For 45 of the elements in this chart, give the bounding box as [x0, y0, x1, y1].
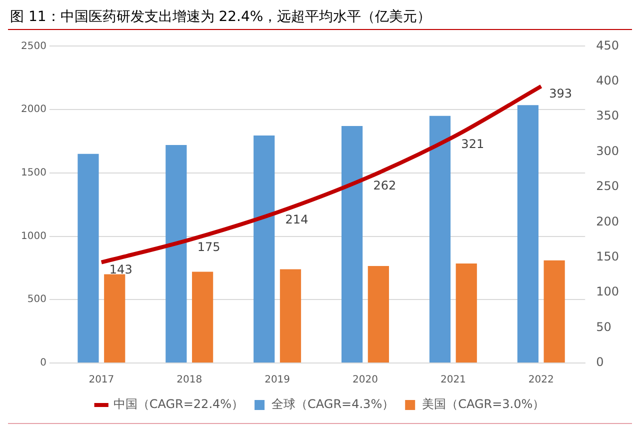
bar [429, 116, 451, 362]
data-label: 175 [197, 240, 220, 254]
y-tick-label: 1500 [20, 168, 46, 179]
bar [517, 105, 538, 362]
y2-tick-label: 200 [596, 214, 619, 228]
bar [78, 154, 99, 362]
y-tick-label: 1000 [20, 230, 46, 242]
bar [456, 264, 477, 362]
bar [192, 272, 214, 362]
chart-title: 图 11：中国医药研发支出增速为 22.4%，远超平均水平（亿美元） [9, 8, 432, 27]
bar [368, 266, 389, 362]
legend-label: 美国（CAGR=3.0%） [422, 397, 545, 412]
x-tick-label: 2021 [440, 374, 466, 386]
y-tick-label: 2000 [20, 104, 46, 116]
x-tick-label: 2020 [352, 374, 378, 386]
bar [544, 260, 565, 362]
data-label: 143 [109, 262, 132, 276]
y-tick-label: 2500 [20, 40, 46, 52]
x-tick-label: 2017 [88, 374, 114, 386]
y2-tick-label: 150 [596, 250, 619, 264]
line-series [99, 84, 544, 264]
legend-label: 中国（CAGR=22.4%） [113, 397, 244, 412]
y-tick-label: 500 [27, 294, 46, 306]
y2-tick-label: 450 [596, 38, 619, 52]
y2-tick-label: 400 [596, 74, 619, 88]
bar [280, 269, 302, 362]
bar [166, 145, 187, 362]
y2-tick-label: 250 [596, 179, 619, 194]
y2-tick-label: 50 [596, 320, 612, 334]
y2-tick-label: 0 [596, 355, 604, 370]
data-label: 321 [461, 137, 484, 152]
x-tick-label: 2022 [528, 374, 554, 386]
data-label: 214 [285, 212, 308, 226]
y2-tick-label: 300 [596, 144, 619, 158]
y2-tick-label: 350 [596, 108, 619, 123]
legend-label: 全球（CAGR=4.3%） [272, 397, 394, 412]
bar [254, 136, 275, 362]
bar [104, 274, 126, 362]
x-tick-label: 2018 [176, 374, 202, 386]
data-label: 393 [549, 86, 572, 100]
y2-tick-label: 100 [596, 284, 619, 299]
y-tick-label: 0 [40, 358, 46, 369]
bar [342, 126, 363, 362]
data-label: 262 [373, 178, 396, 193]
x-tick-label: 2019 [264, 374, 290, 386]
